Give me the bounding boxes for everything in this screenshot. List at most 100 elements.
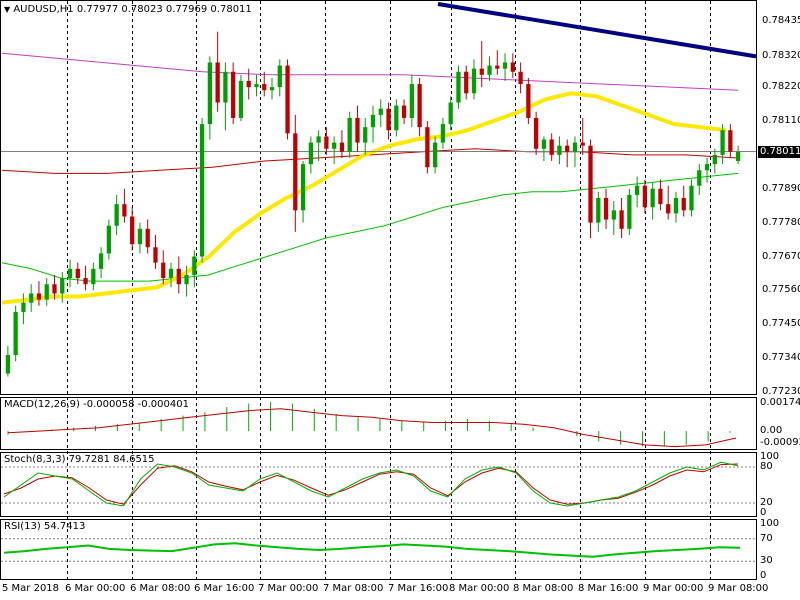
candle-body <box>192 256 197 275</box>
price-tick-label: 0.77780 <box>762 216 800 228</box>
candle-body <box>106 225 112 254</box>
price-tick-label: 0.77890 <box>762 182 800 194</box>
time-tick-label: 6 Mar 08:00 <box>130 583 191 594</box>
candles <box>5 31 741 377</box>
candle-body <box>487 65 492 75</box>
candle-body <box>627 194 632 229</box>
candle-body <box>526 84 531 118</box>
macd-tick-top: 0.001749 <box>760 397 800 408</box>
rsi-tick-0: 0 <box>760 570 767 581</box>
candle-body <box>557 145 562 155</box>
candle-body <box>642 185 648 208</box>
candle-body <box>145 228 150 248</box>
rsi-label: RSI(13) 54.7413 <box>4 521 86 532</box>
candle-body <box>363 127 368 143</box>
trendline <box>437 2 757 59</box>
candle-body <box>29 293 34 303</box>
candle-body <box>720 130 725 155</box>
session-separators <box>67 1 711 579</box>
macd-tick-bottom: -0.000923 <box>760 437 800 448</box>
time-tick-label: 9 Mar 00:00 <box>643 583 704 594</box>
candle-body <box>580 142 585 146</box>
time-tick-label: 7 Mar 08:00 <box>323 583 384 594</box>
time-tick-label: 8 Mar 08:00 <box>513 583 574 594</box>
candle-body <box>130 216 135 245</box>
candle-body <box>184 274 189 285</box>
rsi-line <box>3 542 741 558</box>
time-tick-label: 7 Mar 00:00 <box>258 583 319 594</box>
macd-signal-line <box>7 408 737 448</box>
candle-body <box>277 65 282 88</box>
candle-body <box>122 204 127 217</box>
candle-body <box>223 71 228 103</box>
candle-body <box>246 80 251 88</box>
candle-body <box>603 198 609 220</box>
symbol-label: AUDUSD,H1 <box>13 4 74 15</box>
price-tick-label: 0.77340 <box>762 352 800 364</box>
stoch-label: Stoch(8,3,3) 79.7281 84.6515 <box>4 454 155 465</box>
chart-header: ▼ AUDUSD,H1 0.77977 0.78023 0.77969 0.78… <box>4 4 252 16</box>
candle-body <box>735 151 741 162</box>
candle-body <box>44 284 49 300</box>
stoch-tick-80: 80 <box>760 461 773 472</box>
candle-body <box>308 142 313 165</box>
candle-body <box>98 253 104 269</box>
stochastic-indicator <box>1 461 756 507</box>
candle-body <box>83 278 88 285</box>
ma-red-line <box>1 148 739 174</box>
moving-averages <box>1 2 757 305</box>
candle-body <box>479 68 484 75</box>
candle-body <box>332 142 337 149</box>
rsi-tick-30: 30 <box>760 555 773 567</box>
candle-body <box>565 145 570 152</box>
collapse-triangle-icon[interactable]: ▼ <box>4 5 11 14</box>
candle-body <box>153 247 158 263</box>
candle-body <box>394 105 399 131</box>
time-tick-label: 6 Mar 00:00 <box>65 583 126 594</box>
candle-body <box>347 117 352 152</box>
candle-body <box>704 164 710 171</box>
candle-body <box>697 170 702 186</box>
candle-body <box>502 62 508 69</box>
stoch-tick-20: 20 <box>760 497 773 508</box>
ma-green-line <box>1 172 739 282</box>
price-tick-label: 0.78220 <box>762 81 800 93</box>
rsi-indicator <box>1 538 756 562</box>
rsi-tick-70: 70 <box>760 532 773 544</box>
current-price-tag: 0.78011 <box>758 145 800 158</box>
candle-body <box>440 124 446 143</box>
price-tick-label: 0.78320 <box>762 50 800 62</box>
ohlc-readout: 0.77977 0.78023 0.77969 0.78011 <box>76 4 252 15</box>
time-tick-label: 7 Mar 16:00 <box>388 583 449 594</box>
candle-body <box>386 108 391 131</box>
stoch-signal-line <box>3 463 739 505</box>
candle-body <box>316 136 321 143</box>
stoch-tick-0: 0 <box>760 507 767 518</box>
macd-tick-zero: 0.00 <box>760 425 783 437</box>
candle-body <box>650 188 655 208</box>
macd-label: MACD(12,26,9) -0.000058 -0.000401 <box>4 399 189 410</box>
candle-body <box>238 80 244 118</box>
candle-body <box>370 114 376 128</box>
candle-body <box>36 293 42 300</box>
candle-body <box>254 84 259 88</box>
candle-body <box>471 68 477 94</box>
macd-panel-border <box>0 397 757 450</box>
price-tick-label: 0.77450 <box>762 318 800 330</box>
candle-body <box>409 84 414 118</box>
candle-body <box>673 198 679 214</box>
candle-body <box>168 268 174 279</box>
candle-body <box>495 65 500 69</box>
candle-body <box>401 105 407 118</box>
candle-body <box>534 117 539 149</box>
candle-body <box>60 278 65 294</box>
candle-body <box>510 62 515 72</box>
candle-body <box>658 188 663 205</box>
price-tick-label: 0.78435 <box>762 14 800 26</box>
rsi-tick-100: 100 <box>760 518 780 529</box>
candle-body <box>300 164 306 211</box>
candle-body <box>285 65 290 134</box>
time-tick-label: 8 Mar 16:00 <box>578 583 639 594</box>
candle-body <box>67 268 73 279</box>
